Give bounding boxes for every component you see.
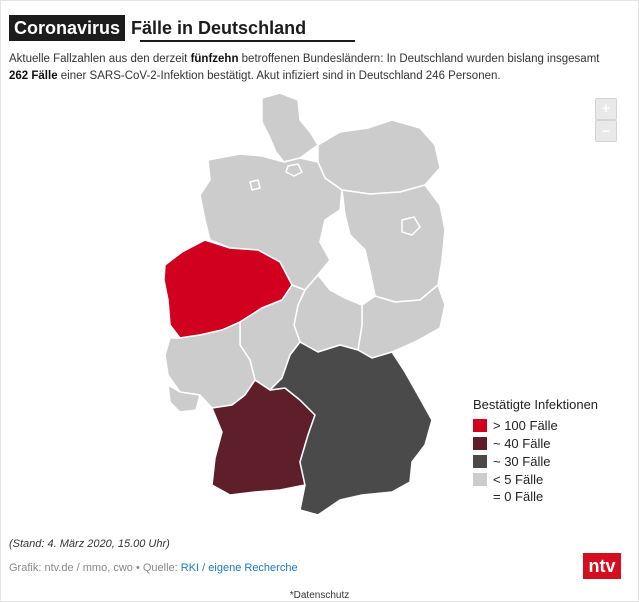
legend-item: ~ 40 Fälle xyxy=(473,434,598,452)
legend-swatch xyxy=(473,436,487,450)
header-underline xyxy=(140,40,355,42)
credit-prefix: Grafik: ntv.de / mmo, cwo • Quelle: xyxy=(9,562,181,574)
intro-bold2: 262 Fälle xyxy=(9,70,58,82)
intro-bold1: fünfzehn xyxy=(190,53,239,65)
legend-item: < 5 Fälle xyxy=(473,470,598,488)
zoom-out-button[interactable]: – xyxy=(595,120,617,142)
legend-item: ~ 30 Fälle xyxy=(473,452,598,470)
legend-label: > 100 Fälle xyxy=(493,417,558,433)
region-bayern[interactable]: Bayern xyxy=(269,341,433,516)
zoom-in-button[interactable]: + xyxy=(595,98,617,120)
region-saarland[interactable]: Saarland xyxy=(167,384,201,413)
germany-map: Schleswig-Holstein Mecklenburg-Vorpommer… xyxy=(163,92,446,516)
intro-part2: betroffenen Bundesländern: In Deutschlan… xyxy=(238,53,600,65)
legend-title: Bestätigte Infektionen xyxy=(473,397,599,412)
source-link-rki[interactable]: RKI xyxy=(180,562,200,574)
page-title: Fälle in Deutschland xyxy=(131,18,307,38)
legend-swatch xyxy=(473,418,487,432)
legend: Bestätigte Infektionen > 100 Fälle ~ 40 … xyxy=(473,397,598,506)
legend-swatch xyxy=(473,454,487,468)
intro-part1: Aktuelle Fallzahlen aus den derzeit xyxy=(9,53,191,65)
header: Coronavirus Fälle in Deutschland xyxy=(9,15,312,41)
status-timestamp: (Stand: 4. März 2020, 15.00 Uhr) xyxy=(9,538,170,550)
intro-part3: einer SARS-CoV-2-Infektion bestätigt. Ak… xyxy=(57,70,501,82)
legend-label-zero: = 0 Fälle xyxy=(493,489,544,504)
region-hamburg[interactable]: Hamburg xyxy=(285,163,303,177)
legend-label: < 5 Fälle xyxy=(493,471,544,487)
header-tag: Coronavirus xyxy=(9,15,126,41)
source-separator: / xyxy=(199,562,209,574)
legend-label: ~ 40 Fälle xyxy=(493,435,551,451)
source-link-recherche[interactable]: eigene Recherche xyxy=(208,562,298,574)
legend-item: > 100 Fälle xyxy=(473,416,598,434)
ntv-logo[interactable]: ntv xyxy=(583,553,621,579)
region-bremen[interactable]: Bremen xyxy=(249,179,261,191)
legend-swatch xyxy=(473,472,487,486)
legend-label: ~ 30 Fälle xyxy=(493,453,551,469)
region-berlin[interactable]: Berlin xyxy=(401,216,421,236)
region-mecklenburg-vorpommern[interactable]: Mecklenburg-Vorpommern xyxy=(317,119,441,195)
region-schleswig-holstein[interactable]: Schleswig-Holstein xyxy=(261,92,319,163)
datenschutz-link[interactable]: *Datenschutz xyxy=(289,590,350,601)
credit-line: Grafik: ntv.de / mmo, cwo • Quelle: RKI … xyxy=(9,562,298,574)
intro-text: Aktuelle Fallzahlen aus den derzeit fünf… xyxy=(9,51,609,85)
